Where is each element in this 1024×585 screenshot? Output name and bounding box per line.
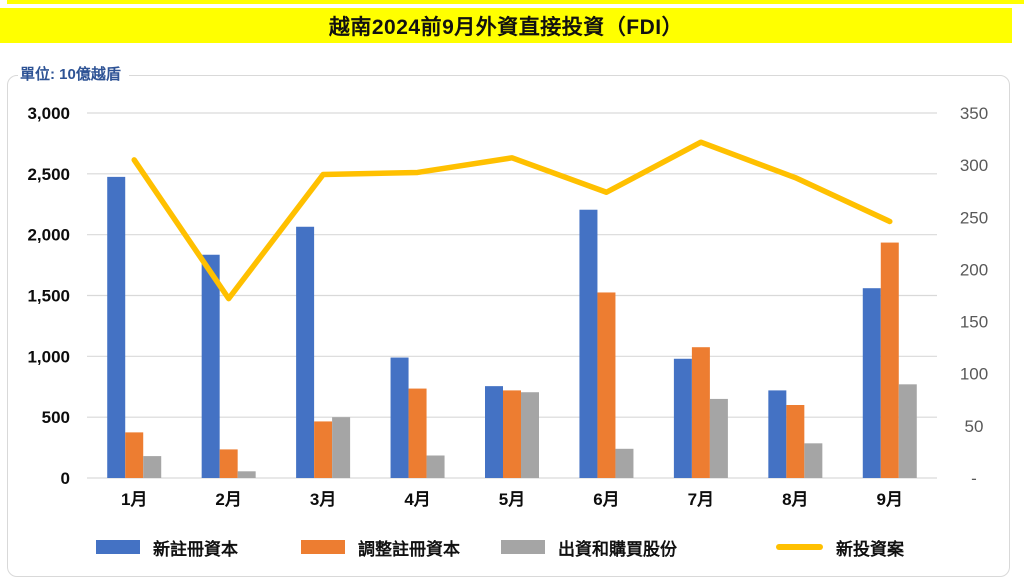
left-axis-tick-label: 3,000 bbox=[27, 104, 70, 123]
line-新投資案 bbox=[131, 139, 893, 302]
month-label-3月: 3月 bbox=[310, 490, 336, 509]
bar-新註冊資本-6月 bbox=[579, 209, 598, 478]
bar-出資和購買股份-7月 bbox=[709, 398, 728, 478]
right-axis-tick-label: 50 bbox=[965, 417, 984, 436]
legend-item-new-projects: 新投資案 bbox=[776, 534, 904, 560]
month-label-8月: 8月 bbox=[782, 490, 808, 509]
left-axis-tick-label: 1,500 bbox=[27, 287, 70, 306]
bar-新註冊資本-9月 bbox=[862, 288, 881, 478]
legend-swatch-yellow-line bbox=[776, 544, 823, 550]
bar-新註冊資本-2月 bbox=[201, 254, 220, 478]
left-axis-tick-label: 1,000 bbox=[27, 347, 70, 366]
right-axis-tick-label: 250 bbox=[960, 208, 988, 227]
chart-legend: 新註冊資本 調整註冊資本 出資和購買股份 新投資案 bbox=[8, 534, 1009, 564]
legend-swatch-gray-bar bbox=[501, 540, 545, 554]
right-axis-tick-label: 350 bbox=[960, 104, 988, 123]
bar-新註冊資本-1月 bbox=[107, 176, 126, 478]
month-label-6月: 6月 bbox=[593, 490, 619, 509]
right-axis-tick-label: - bbox=[971, 469, 977, 488]
bar-出資和購買股份-4月 bbox=[426, 455, 445, 478]
right-axis-tick-label: 100 bbox=[960, 365, 988, 384]
right-axis-tick-label: 300 bbox=[960, 156, 988, 175]
month-label-2月: 2月 bbox=[215, 490, 241, 509]
bar-出資和購買股份-9月 bbox=[898, 384, 917, 478]
bar-調整註冊資本-2月 bbox=[219, 449, 238, 478]
bar-調整註冊資本-6月 bbox=[597, 292, 616, 478]
month-label-1月: 1月 bbox=[121, 490, 147, 509]
left-axis-tick-label: 2,000 bbox=[27, 226, 70, 245]
left-axis-tick-label: 2,500 bbox=[27, 165, 70, 184]
title-band: 越南2024前9月外資直接投資（FDI） bbox=[0, 8, 1012, 43]
bar-出資和購買股份-2月 bbox=[237, 471, 256, 478]
unit-label: 單位: 10億越盾 bbox=[18, 63, 129, 84]
page-title: 越南2024前9月外資直接投資（FDI） bbox=[328, 15, 684, 39]
bar-新註冊資本-7月 bbox=[673, 358, 692, 478]
bar-新註冊資本-4月 bbox=[390, 357, 409, 478]
legend-item-adjusted-registered-capital: 調整註冊資本 bbox=[301, 534, 460, 560]
month-label-7月: 7月 bbox=[688, 490, 714, 509]
bar-調整註冊資本-3月 bbox=[314, 421, 333, 478]
legend-swatch-blue-bar bbox=[96, 540, 140, 554]
legend-label: 出資和購買股份 bbox=[558, 539, 677, 559]
bar-調整註冊資本-5月 bbox=[503, 390, 521, 478]
chart-frame: 單位: 10億越盾 0 500 1,000 1,500 2,000 2,500 3,000 -… bbox=[7, 63, 1010, 577]
bar-新註冊資本-8月 bbox=[768, 390, 787, 478]
month-label-5月: 5月 bbox=[499, 490, 525, 509]
legend-label: 新註冊資本 bbox=[153, 539, 238, 559]
bar-新註冊資本-3月 bbox=[296, 226, 315, 478]
bar-調整註冊資本-9月 bbox=[880, 242, 899, 478]
legend-swatch-orange-bar bbox=[301, 540, 345, 554]
bar-出資和購買股份-1月 bbox=[143, 456, 162, 478]
left-axis-tick-label: 500 bbox=[42, 408, 70, 427]
left-axis-tick-label: 0 bbox=[61, 469, 70, 488]
bar-新註冊資本-5月 bbox=[485, 386, 503, 478]
bar-調整註冊資本-1月 bbox=[125, 432, 144, 478]
bar-出資和購買股份-6月 bbox=[615, 448, 634, 478]
bar-出資和購買股份-3月 bbox=[332, 417, 351, 478]
bar-出資和購買股份-8月 bbox=[804, 443, 823, 478]
legend-item-new-registered-capital: 新註冊資本 bbox=[96, 534, 238, 560]
bar-出資和購買股份-5月 bbox=[521, 392, 539, 478]
month-label-4月: 4月 bbox=[404, 490, 430, 509]
right-axis-tick-label: 200 bbox=[960, 260, 988, 279]
bar-調整註冊資本-8月 bbox=[786, 405, 805, 478]
bar-調整註冊資本-4月 bbox=[408, 388, 427, 478]
legend-label: 調整註冊資本 bbox=[358, 539, 460, 559]
legend-label: 新投資案 bbox=[836, 539, 904, 559]
fdi-combo-chart: 0 500 1,000 1,500 2,000 2,500 3,000 - 50 100 150 20… bbox=[27, 104, 988, 509]
month-label-9月: 9月 bbox=[877, 490, 903, 509]
right-axis-tick-label: 150 bbox=[960, 313, 988, 332]
bar-調整註冊資本-7月 bbox=[691, 347, 710, 478]
top-accent-strip bbox=[7, 0, 1024, 4]
legend-item-capital-contribution-share-purchase: 出資和購買股份 bbox=[501, 534, 677, 560]
